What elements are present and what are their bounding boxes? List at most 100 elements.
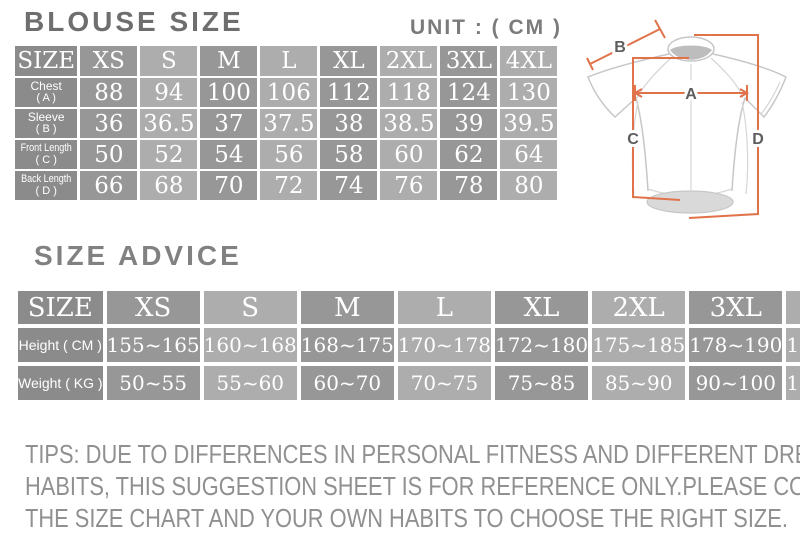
table-header-row: SIZE XS S M L XL 2XL 3XL 4XL (15, 46, 557, 76)
value-cell: 37.5 (263, 110, 315, 137)
size-header-cell: 4XL (786, 291, 800, 324)
value-cell: 37 (214, 110, 244, 137)
size-header-cell: M (217, 48, 241, 74)
row-label-back-length: Back Length ( D ) (15, 171, 77, 200)
jersey-hem (646, 190, 734, 214)
row-label-sub: ( D ) (35, 184, 57, 197)
unit-label: UNIT : ( CM ) (410, 16, 562, 39)
row-label-sub: ( B ) (35, 123, 57, 136)
size-header-cell: 3XL (709, 292, 762, 323)
row-label-text: Sleeve (27, 110, 65, 125)
value-cell: 94 (154, 79, 184, 106)
measurement-a-line (632, 85, 750, 101)
label-b: B (614, 39, 626, 56)
tips-line: TIPS: DUE TO DIFFERENCES IN PERSONAL FIT… (25, 439, 800, 469)
measurement-c-line (632, 57, 689, 201)
size-header-cell: L (281, 48, 297, 74)
table-row-back-length: Back Length ( D ) 66 68 70 72 74 76 78 8… (15, 171, 557, 200)
value-cell: 106 (266, 79, 311, 106)
value-cell: 64 (514, 141, 544, 168)
size-header-cell: 4XL (505, 48, 553, 74)
value-cell: 74 (334, 172, 364, 199)
table-row-sleeve: Sleeve ( B ) 36 36.5 37 37.5 38 38.5 39 … (15, 109, 557, 138)
label-a: A (685, 86, 697, 103)
value-cell: 72 (274, 172, 304, 199)
jersey-diagram: A B C D (586, 19, 787, 219)
table-row-front-length: Front Length ( C ) 50 52 54 56 58 60 62 … (15, 140, 557, 169)
value-cell: 75~85 (507, 371, 576, 395)
value-cell: 88 (94, 79, 124, 106)
value-cell: 70~75 (410, 371, 479, 395)
row-label-height: Height ( CM ) (18, 337, 102, 353)
value-cell: 52 (154, 141, 184, 168)
row-label-chest: Chest ( A ) (15, 78, 77, 107)
value-cell: 50 (94, 141, 124, 168)
size-advice-title: SIZE ADVICE (34, 240, 242, 271)
jersey-outline (587, 36, 787, 214)
row-label-text: Chest (30, 79, 62, 94)
row-label-sleeve: Sleeve ( B ) (15, 109, 77, 138)
value-cell: 68 (154, 172, 184, 199)
value-cell: 100 (206, 79, 251, 106)
measurement-b-line (586, 19, 666, 71)
size-header-cell: XS (134, 292, 172, 323)
row-label-sub: ( C ) (35, 153, 57, 166)
value-cell: 130 (506, 79, 551, 106)
value-cell: 100~110 (786, 371, 800, 395)
value-cell: 38 (334, 110, 364, 137)
size-header-cell: L (435, 292, 454, 323)
value-cell: 124 (446, 79, 491, 106)
value-cell: 172~180 (494, 333, 589, 357)
table-row-chest: Chest ( A ) 88 94 100 106 112 118 124 13… (15, 78, 557, 107)
value-cell: 112 (326, 79, 371, 106)
value-cell: 54 (214, 141, 244, 168)
value-cell: 155~165 (106, 333, 200, 357)
value-cell: 90~100 (695, 371, 776, 395)
value-cell: 170~178 (397, 333, 491, 357)
value-cell: 56 (274, 141, 304, 168)
value-cell: 60 (394, 141, 424, 168)
size-header-cell: M (334, 292, 361, 323)
table-row-height: Height ( CM ) 155~165 160~168 168~175 17… (18, 328, 800, 362)
blouse-size-table: SIZE XS S M L XL 2XL 3XL 4XL Chest ( A )… (12, 44, 560, 202)
value-cell: 168~175 (300, 333, 394, 357)
jersey-collar (670, 45, 712, 60)
size-header-cell: S (241, 292, 260, 323)
value-cell: 36.5 (143, 110, 195, 137)
label-d: D (752, 131, 764, 148)
value-cell: 39 (454, 110, 484, 137)
value-cell: 80 (514, 172, 544, 199)
value-cell: 70 (214, 172, 244, 199)
measurement-d-line (688, 34, 759, 219)
size-corner-cell: SIZE (27, 292, 93, 323)
value-cell: 38.5 (383, 110, 435, 137)
size-header-cell: 2XL (612, 292, 665, 323)
value-cell: 178~190 (689, 333, 783, 357)
size-header-cell: XS (92, 48, 125, 74)
value-cell: 62 (454, 141, 484, 168)
tips-line: THE SIZE CHART AND YOUR OWN HABITS TO CH… (25, 503, 788, 533)
value-cell: 50~55 (119, 371, 187, 395)
row-label-text: Back Length (21, 172, 72, 185)
value-cell: 39.5 (503, 110, 555, 137)
value-cell: 118 (386, 79, 431, 106)
row-label-weight: Weight ( KG ) (18, 375, 103, 391)
table-header-row: SIZE XS S M L XL 2XL 3XL 4XL (18, 291, 800, 324)
value-cell: 66 (94, 172, 124, 199)
measurement-lines: A B C D (586, 19, 767, 219)
value-cell: 175~185 (592, 333, 686, 357)
value-cell: 36 (94, 110, 124, 137)
tips-text: TIPS: DUE TO DIFFERENCES IN PERSONAL FIT… (25, 438, 800, 534)
row-label-sub: ( A ) (36, 92, 56, 105)
value-cell: 60~70 (313, 371, 382, 395)
size-header-cell: 3XL (445, 48, 493, 74)
size-header-cell: S (160, 48, 177, 74)
value-cell: 160~168 (203, 333, 297, 357)
value-cell: 85~90 (604, 371, 673, 395)
value-cell: 76 (394, 172, 424, 199)
size-advice-table: SIZE XS S M L XL 2XL 3XL 4XL Height ( CM… (14, 287, 800, 404)
blouse-size-title: BLOUSE SIZE (24, 6, 244, 37)
size-header-cell: XL (523, 292, 560, 323)
size-header-cell: XL (333, 48, 365, 74)
value-cell: 55~60 (216, 371, 285, 395)
